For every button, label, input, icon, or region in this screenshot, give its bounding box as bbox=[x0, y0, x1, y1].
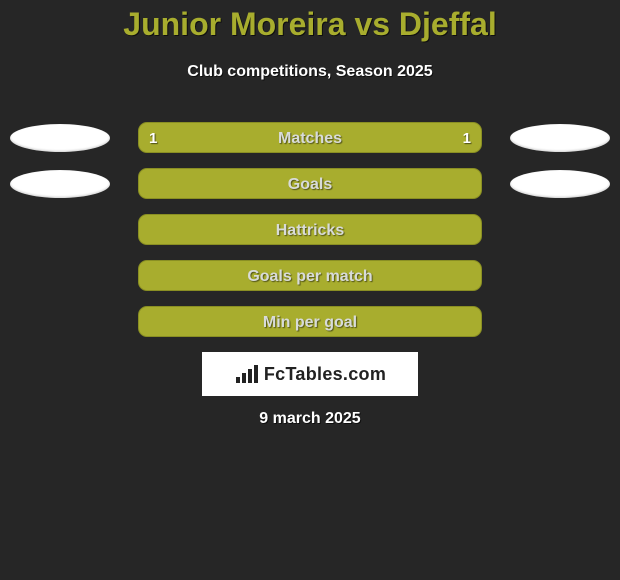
player-right-ellipse bbox=[510, 124, 610, 152]
page-subtitle: Club competitions, Season 2025 bbox=[0, 63, 620, 81]
stat-bar: Hattricks bbox=[138, 214, 482, 245]
stat-bar: Goals per match bbox=[138, 260, 482, 291]
stat-row: Min per goal bbox=[0, 306, 620, 352]
comparison-infographic: Junior Moreira vs Djeffal Club competiti… bbox=[0, 0, 620, 580]
player-left-ellipse bbox=[10, 124, 110, 152]
player-right-ellipse bbox=[510, 170, 610, 198]
stat-row: Goals per match bbox=[0, 260, 620, 306]
brand-badge: FcTables.com bbox=[202, 352, 418, 396]
stat-label: Hattricks bbox=[139, 215, 481, 246]
stat-rows: 1 Matches 1 Goals Hattricks bbox=[0, 122, 620, 352]
stat-bar: 1 Matches 1 bbox=[138, 122, 482, 153]
page-title: Junior Moreira vs Djeffal bbox=[0, 6, 620, 43]
stat-row: 1 Matches 1 bbox=[0, 122, 620, 168]
date-text: 9 march 2025 bbox=[0, 410, 620, 428]
stat-right-value: 1 bbox=[463, 123, 471, 154]
stat-label: Goals per match bbox=[139, 261, 481, 292]
stat-bar: Goals bbox=[138, 168, 482, 199]
stat-label: Min per goal bbox=[139, 307, 481, 338]
bar-chart-icon bbox=[234, 363, 260, 385]
stat-row: Goals bbox=[0, 168, 620, 214]
brand-text: FcTables.com bbox=[264, 364, 386, 385]
stat-row: Hattricks bbox=[0, 214, 620, 260]
stat-bar: Min per goal bbox=[138, 306, 482, 337]
stat-label: Matches bbox=[139, 123, 481, 154]
stat-label: Goals bbox=[139, 169, 481, 200]
player-left-ellipse bbox=[10, 170, 110, 198]
